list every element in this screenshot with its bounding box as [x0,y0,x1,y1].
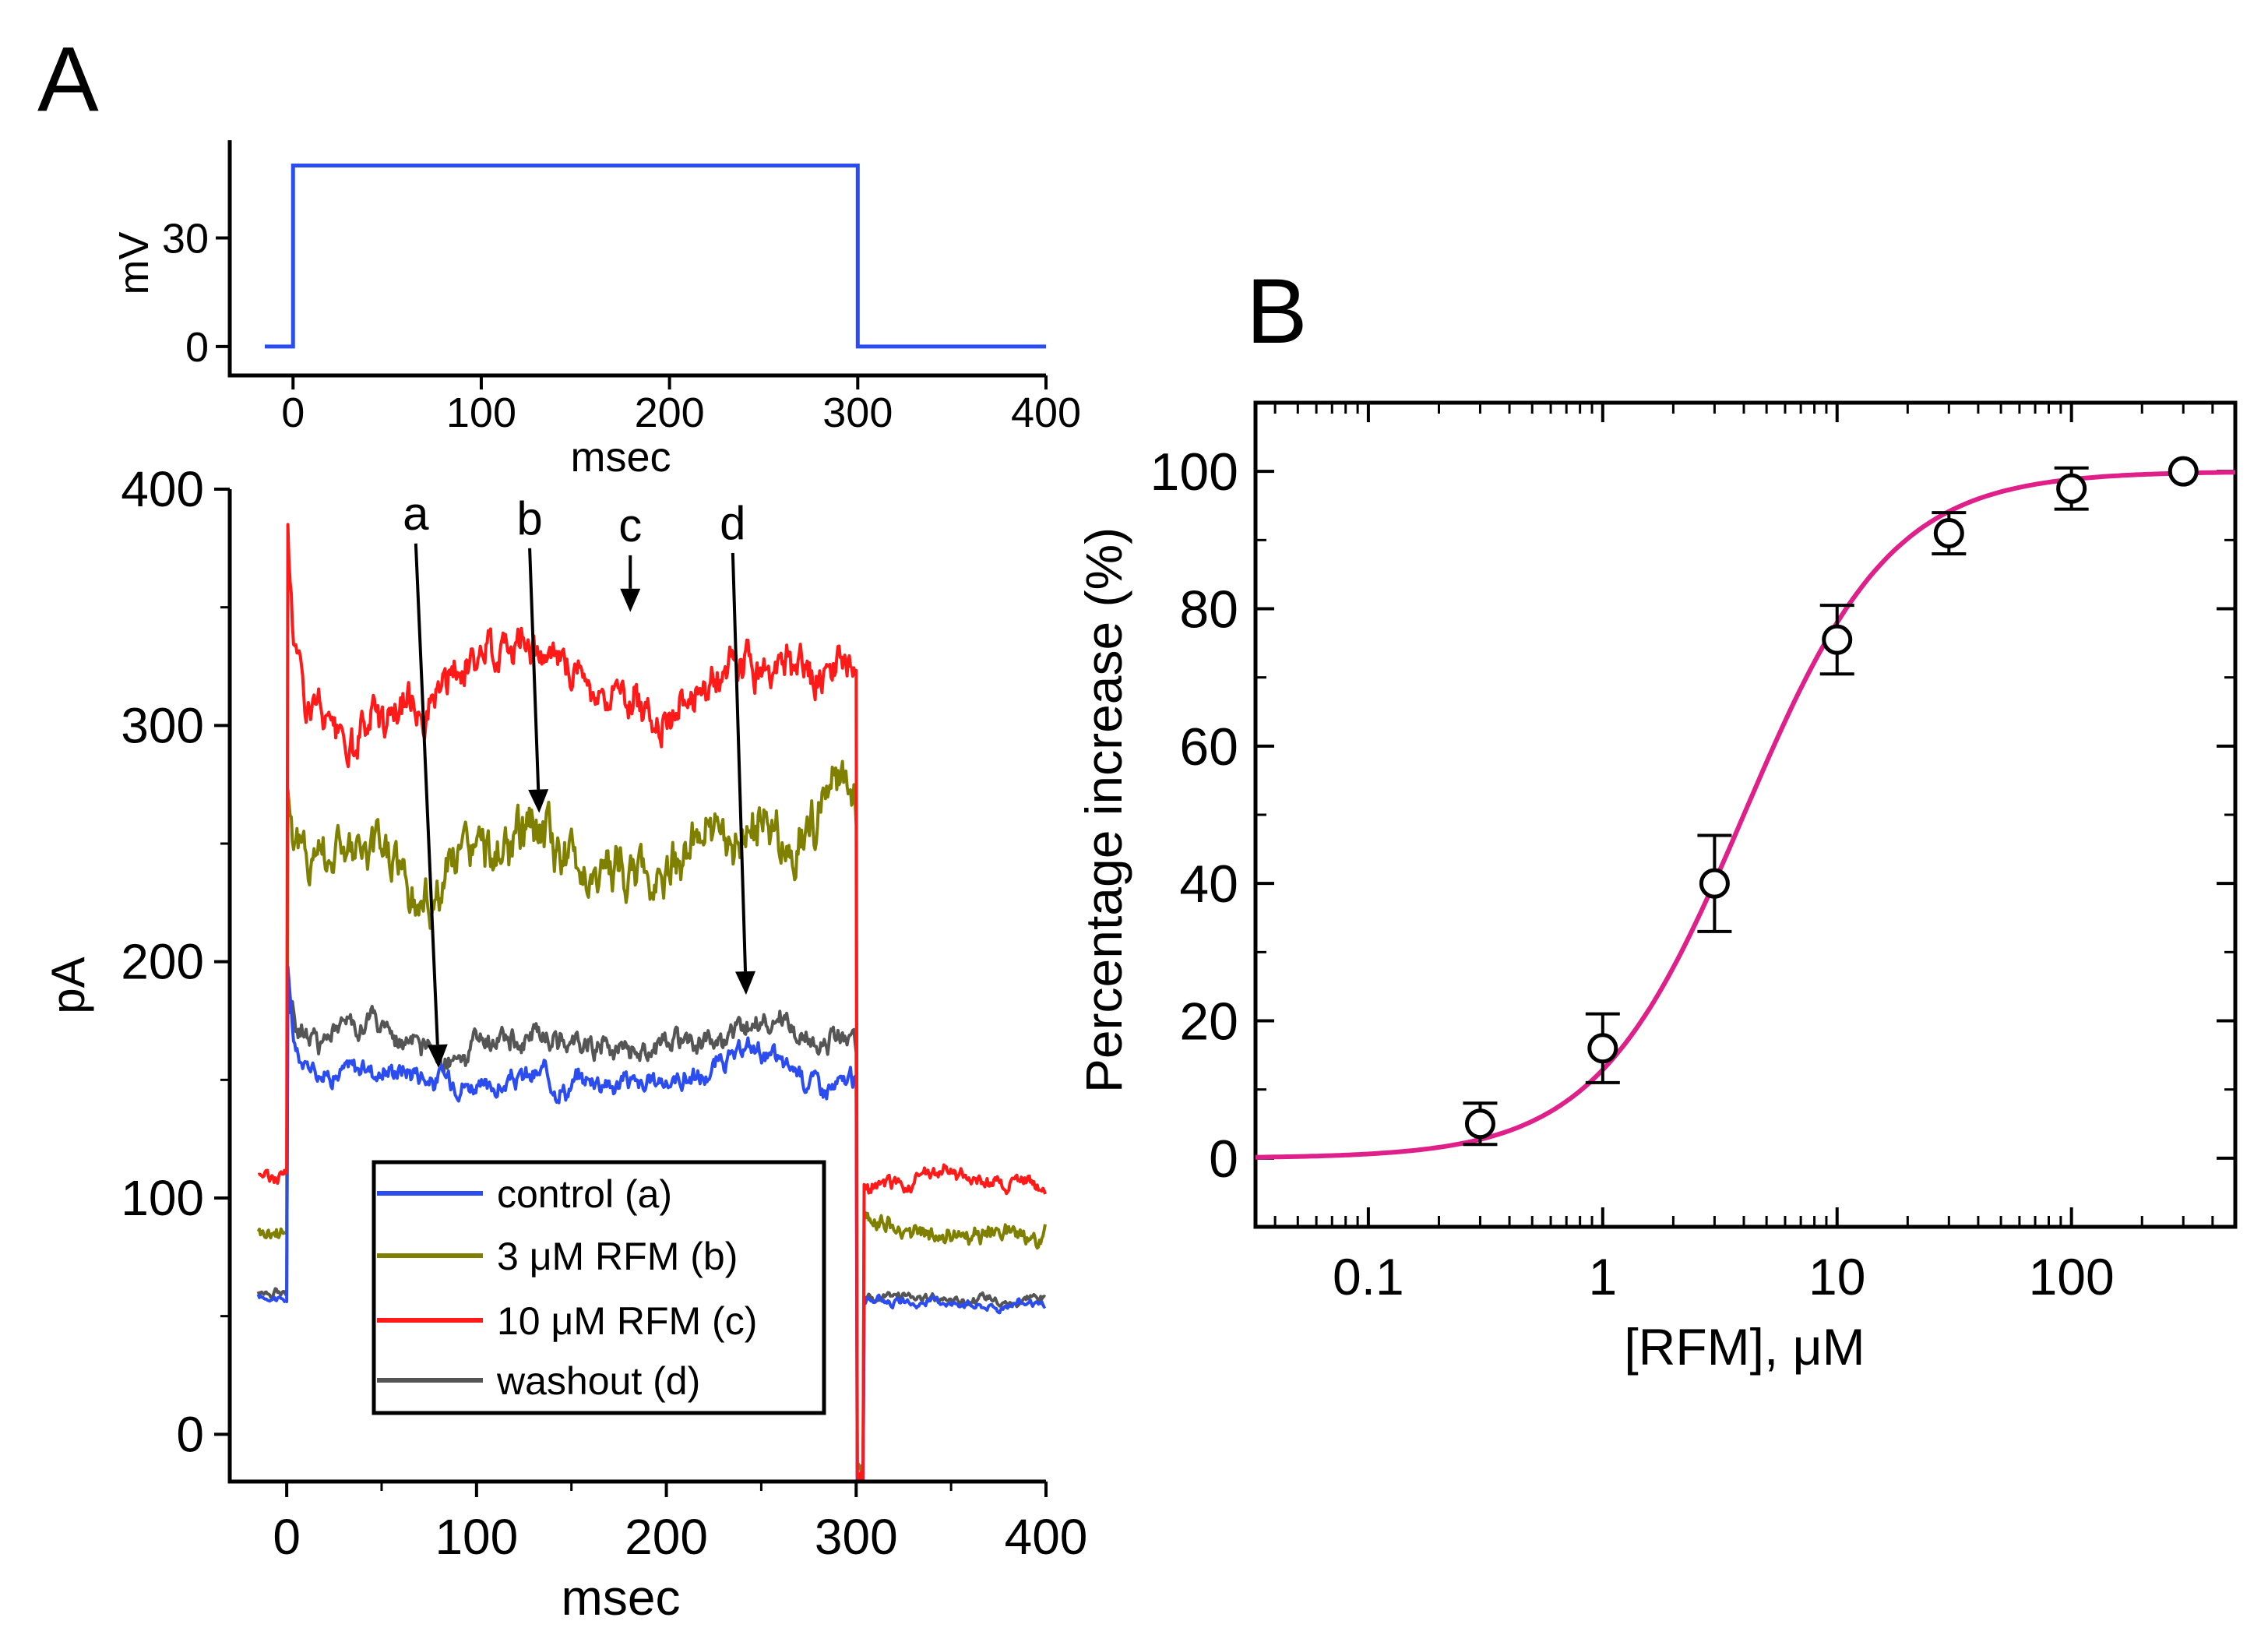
current-x-tick-label: 400 [1005,1509,1088,1565]
voltage-x-tick-label: 0 [281,389,305,436]
current-trace [257,523,1047,1483]
voltage-axes [227,140,1046,378]
current-y-tick-label: 400 [121,461,204,517]
dose-y-tick-label: 100 [1150,442,1238,502]
current-y-label: pA [42,957,94,1013]
dose-point [1587,1033,1618,1064]
annotation-arrow-head [620,588,641,612]
voltage-ticks: 0 100 200 300 400 0 30 [162,215,1081,436]
voltage-x-tick-label: 300 [822,389,893,436]
dose-point [1933,518,1964,549]
dose-y-tick-label: 60 [1179,717,1238,777]
dose-y-label: Percentage increase (%) [1075,527,1132,1093]
voltage-chart: 0 100 200 300 400 0 30 mV msec [111,140,1081,481]
annotation-label: a [403,488,429,540]
current-trace [256,759,1047,1471]
annotation-arrow-head [735,971,756,995]
dose-y-tick-label: 0 [1209,1129,1238,1189]
annotation-arrow-head [528,789,549,813]
current-annotations: a b c d [403,488,756,1069]
dose-response-chart: 0 20 40 60 80 100 0.1 1 10 100 Percentage increas… [1075,400,2238,1376]
annotation-label: d [720,497,745,549]
dose-x-tick-label: 10 [1808,1248,1865,1305]
current-x-tick-label: 0 [273,1509,301,1565]
legend-label-control: control (a) [497,1172,672,1216]
legend-label-3um: 3 μM RFM (b) [497,1235,738,1278]
legend-label-10um: 10 μM RFM (c) [497,1299,757,1343]
dose-ticks: 0 20 40 60 80 100 0.1 1 10 100 [1150,401,2237,1305]
voltage-x-label: msec [570,434,671,481]
voltage-trace [265,164,1046,349]
current-trace [256,987,1047,1483]
legend: control (a) 3 μM RFM (b) 10 μM RFM (c) w… [372,1160,826,1415]
dose-x-tick-label: 0.1 [1333,1248,1404,1305]
current-traces [256,523,1047,1483]
dose-x-tick-label: 100 [2029,1248,2115,1305]
dose-y-tick-label: 20 [1179,992,1238,1052]
dose-x-label: [RFM], μM [1624,1318,1865,1376]
current-y-tick-label: 0 [176,1406,204,1462]
current-axes [227,489,1046,1484]
panel-label-b: B [1246,260,1308,363]
dose-point [1464,1108,1495,1140]
annotation-arrow-line [414,543,439,1045]
panel-label-a: A [37,28,99,131]
annotation-arrow-head [427,1044,448,1069]
current-y-tick-label: 200 [121,934,204,990]
dose-y-tick-label: 80 [1179,580,1238,640]
current-x-tick-label: 200 [625,1509,708,1565]
legend-label-washout: washout (d) [496,1359,700,1403]
current-x-tick-label: 300 [815,1509,898,1565]
voltage-x-tick-label: 400 [1011,389,1081,436]
dose-point [2168,456,2199,487]
current-trace [256,965,1047,1483]
current-y-tick-label: 300 [121,697,204,753]
voltage-traces [265,164,1046,349]
annotation-label: b [516,492,542,544]
legend-box [372,1160,826,1415]
voltage-x-tick-label: 100 [446,389,516,436]
voltage-x-tick-label: 200 [635,389,705,436]
dose-point [1699,868,1730,899]
dose-plot [1255,456,2235,1160]
voltage-y-tick-label: 30 [162,215,209,262]
dose-y-tick-label: 40 [1179,854,1238,914]
dose-x-tick-label: 1 [1588,1248,1617,1305]
dose-fit-curve [1255,470,2235,1160]
dose-point [1822,624,1853,655]
current-x-tick-label: 100 [435,1509,518,1565]
annotation-arrow-line [731,552,748,972]
current-y-tick-label: 100 [121,1170,204,1226]
voltage-y-tick-label: 0 [185,324,209,371]
current-x-label: msec [562,1570,681,1626]
dose-point [2056,473,2087,504]
annotation-arrow-line [528,548,541,790]
current-ticks: 0 100 200 300 400 0 100 200 300 400 [121,461,1087,1565]
annotation-label: c [618,499,642,551]
voltage-y-label: mV [111,232,157,295]
